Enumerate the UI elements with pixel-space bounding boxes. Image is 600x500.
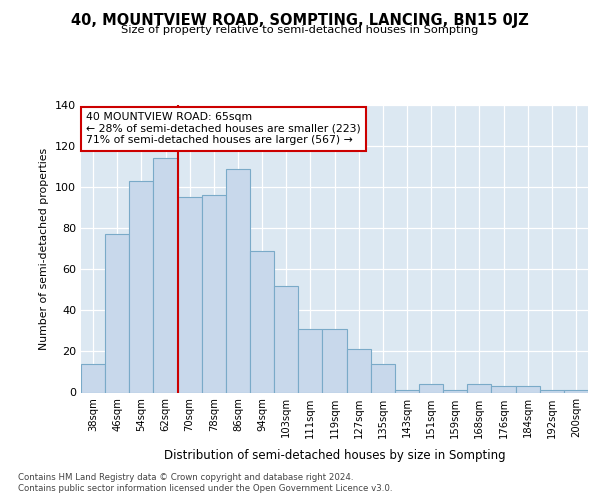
- Bar: [298, 329, 322, 392]
- Bar: [371, 364, 395, 392]
- Text: Contains HM Land Registry data © Crown copyright and database right 2024.: Contains HM Land Registry data © Crown c…: [18, 472, 353, 482]
- Bar: [467, 384, 491, 392]
- Text: 40, MOUNTVIEW ROAD, SOMPTING, LANCING, BN15 0JZ: 40, MOUNTVIEW ROAD, SOMPTING, LANCING, B…: [71, 12, 529, 28]
- Bar: [491, 386, 515, 392]
- Bar: [202, 196, 226, 392]
- Text: Contains public sector information licensed under the Open Government Licence v3: Contains public sector information licen…: [18, 484, 392, 493]
- Text: 40 MOUNTVIEW ROAD: 65sqm
← 28% of semi-detached houses are smaller (223)
71% of : 40 MOUNTVIEW ROAD: 65sqm ← 28% of semi-d…: [86, 112, 361, 146]
- Bar: [154, 158, 178, 392]
- Bar: [105, 234, 129, 392]
- Y-axis label: Number of semi-detached properties: Number of semi-detached properties: [40, 148, 49, 350]
- Bar: [515, 386, 540, 392]
- Bar: [347, 350, 371, 393]
- X-axis label: Distribution of semi-detached houses by size in Sompting: Distribution of semi-detached houses by …: [164, 449, 505, 462]
- Bar: [322, 329, 347, 392]
- Bar: [226, 168, 250, 392]
- Bar: [443, 390, 467, 392]
- Bar: [178, 198, 202, 392]
- Bar: [81, 364, 105, 392]
- Bar: [564, 390, 588, 392]
- Bar: [129, 181, 154, 392]
- Bar: [395, 390, 419, 392]
- Bar: [419, 384, 443, 392]
- Bar: [274, 286, 298, 393]
- Text: Size of property relative to semi-detached houses in Sompting: Size of property relative to semi-detach…: [121, 25, 479, 35]
- Bar: [540, 390, 564, 392]
- Bar: [250, 251, 274, 392]
